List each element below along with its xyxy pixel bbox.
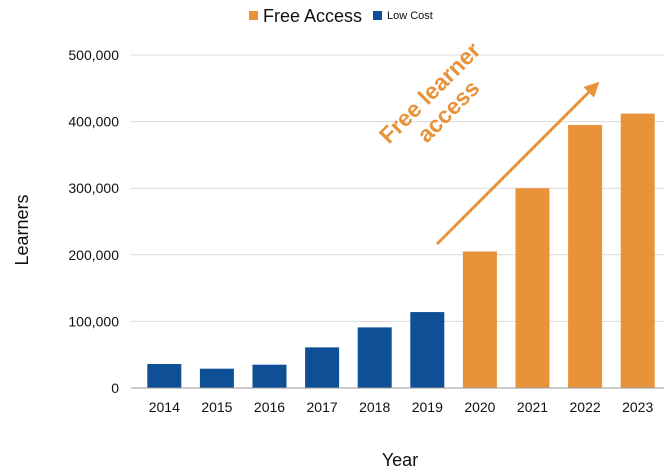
annotation: Free learner access — [374, 37, 594, 244]
y-tick-label: 500,000 — [68, 47, 119, 63]
legend: Free Access Low Cost — [249, 6, 433, 26]
bar-2022 — [568, 125, 602, 388]
legend-swatch-free-access — [249, 11, 258, 20]
bar-2017 — [305, 347, 339, 388]
bars — [147, 114, 654, 388]
bar-2020 — [463, 251, 497, 388]
x-tick-label: 2014 — [149, 399, 180, 415]
bar-2021 — [516, 188, 550, 388]
x-tick-labels: 2014 2015 2016 2017 2018 2019 2020 2021 2022 2023 — [149, 399, 654, 415]
x-axis-title: Year — [382, 450, 418, 470]
y-axis-title: Learners — [12, 194, 32, 265]
y-tick-label: 400,000 — [68, 114, 119, 130]
y-tick-labels: 0 100,000 200,000 300,000 400,000 500,000 — [68, 47, 119, 396]
x-tick-label: 2020 — [464, 399, 495, 415]
x-tick-label: 2023 — [622, 399, 653, 415]
y-tick-label: 100,000 — [68, 313, 119, 329]
x-tick-label: 2017 — [307, 399, 338, 415]
bar-2018 — [358, 327, 392, 388]
legend-label-free-access: Free Access — [263, 6, 362, 26]
y-tick-label: 300,000 — [68, 180, 119, 196]
x-tick-label: 2021 — [517, 399, 548, 415]
legend-swatch-low-cost — [373, 11, 382, 20]
x-tick-label: 2022 — [570, 399, 601, 415]
x-tick-label: 2019 — [412, 399, 443, 415]
bar-2016 — [253, 365, 287, 388]
legend-label-low-cost: Low Cost — [387, 10, 433, 22]
bar-2014 — [147, 364, 181, 388]
bar-2019 — [410, 312, 444, 388]
x-tick-label: 2015 — [201, 399, 232, 415]
bar-2015 — [200, 369, 234, 388]
y-tick-label: 0 — [111, 380, 119, 396]
x-tick-label: 2018 — [359, 399, 390, 415]
x-tick-label: 2016 — [254, 399, 285, 415]
bar-2023 — [621, 114, 655, 388]
y-tick-label: 200,000 — [68, 247, 119, 263]
